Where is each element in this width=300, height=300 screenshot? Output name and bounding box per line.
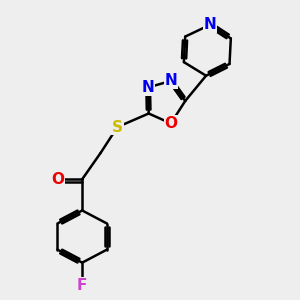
Text: O: O — [164, 116, 177, 131]
Text: N: N — [164, 74, 177, 88]
Text: F: F — [77, 278, 87, 292]
Text: S: S — [112, 120, 123, 135]
Text: N: N — [204, 17, 216, 32]
Text: O: O — [51, 172, 64, 187]
Text: N: N — [142, 80, 155, 95]
